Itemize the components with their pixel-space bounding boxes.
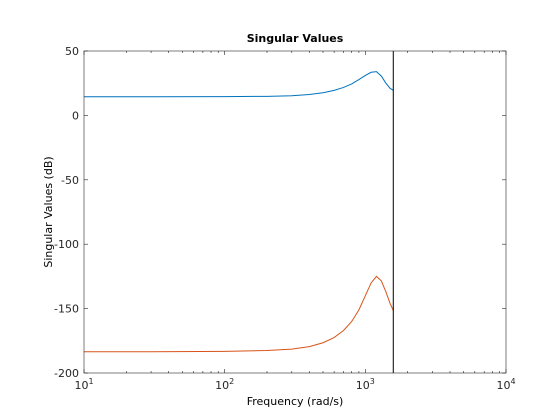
y-tick-label: 0: [72, 109, 79, 122]
series-line-1: [84, 71, 394, 98]
x-tick-exponent: 3: [370, 377, 375, 386]
x-tick-exponent: 2: [229, 377, 234, 386]
x-axis-label: Frequency (rad/s): [247, 395, 344, 408]
x-tick-label: 104: [496, 377, 515, 392]
x-tick-label: 102: [215, 377, 234, 392]
plot-frame: [83, 50, 507, 374]
x-tick-label: 103: [356, 377, 375, 392]
series-line-2: [84, 275, 394, 353]
y-tick-label: -100: [54, 238, 79, 251]
plot-area: [84, 51, 506, 373]
x-tick-base: 10: [496, 379, 510, 392]
y-tick-label: -50: [61, 174, 79, 187]
x-tick-exponent: 1: [88, 377, 93, 386]
x-tick-base: 10: [356, 379, 370, 392]
y-tick-label: -200: [54, 367, 79, 380]
x-tick-base: 10: [74, 379, 88, 392]
chart-title: Singular Values: [247, 32, 344, 45]
x-tick-base: 10: [215, 379, 229, 392]
series-layer: [84, 71, 394, 353]
y-axis-label: Singular Values (dB): [42, 156, 55, 267]
y-tick-label: 50: [65, 45, 79, 58]
x-tick-label: 101: [74, 377, 93, 392]
x-tick-exponent: 4: [510, 377, 515, 386]
y-tick-label: -150: [54, 303, 79, 316]
